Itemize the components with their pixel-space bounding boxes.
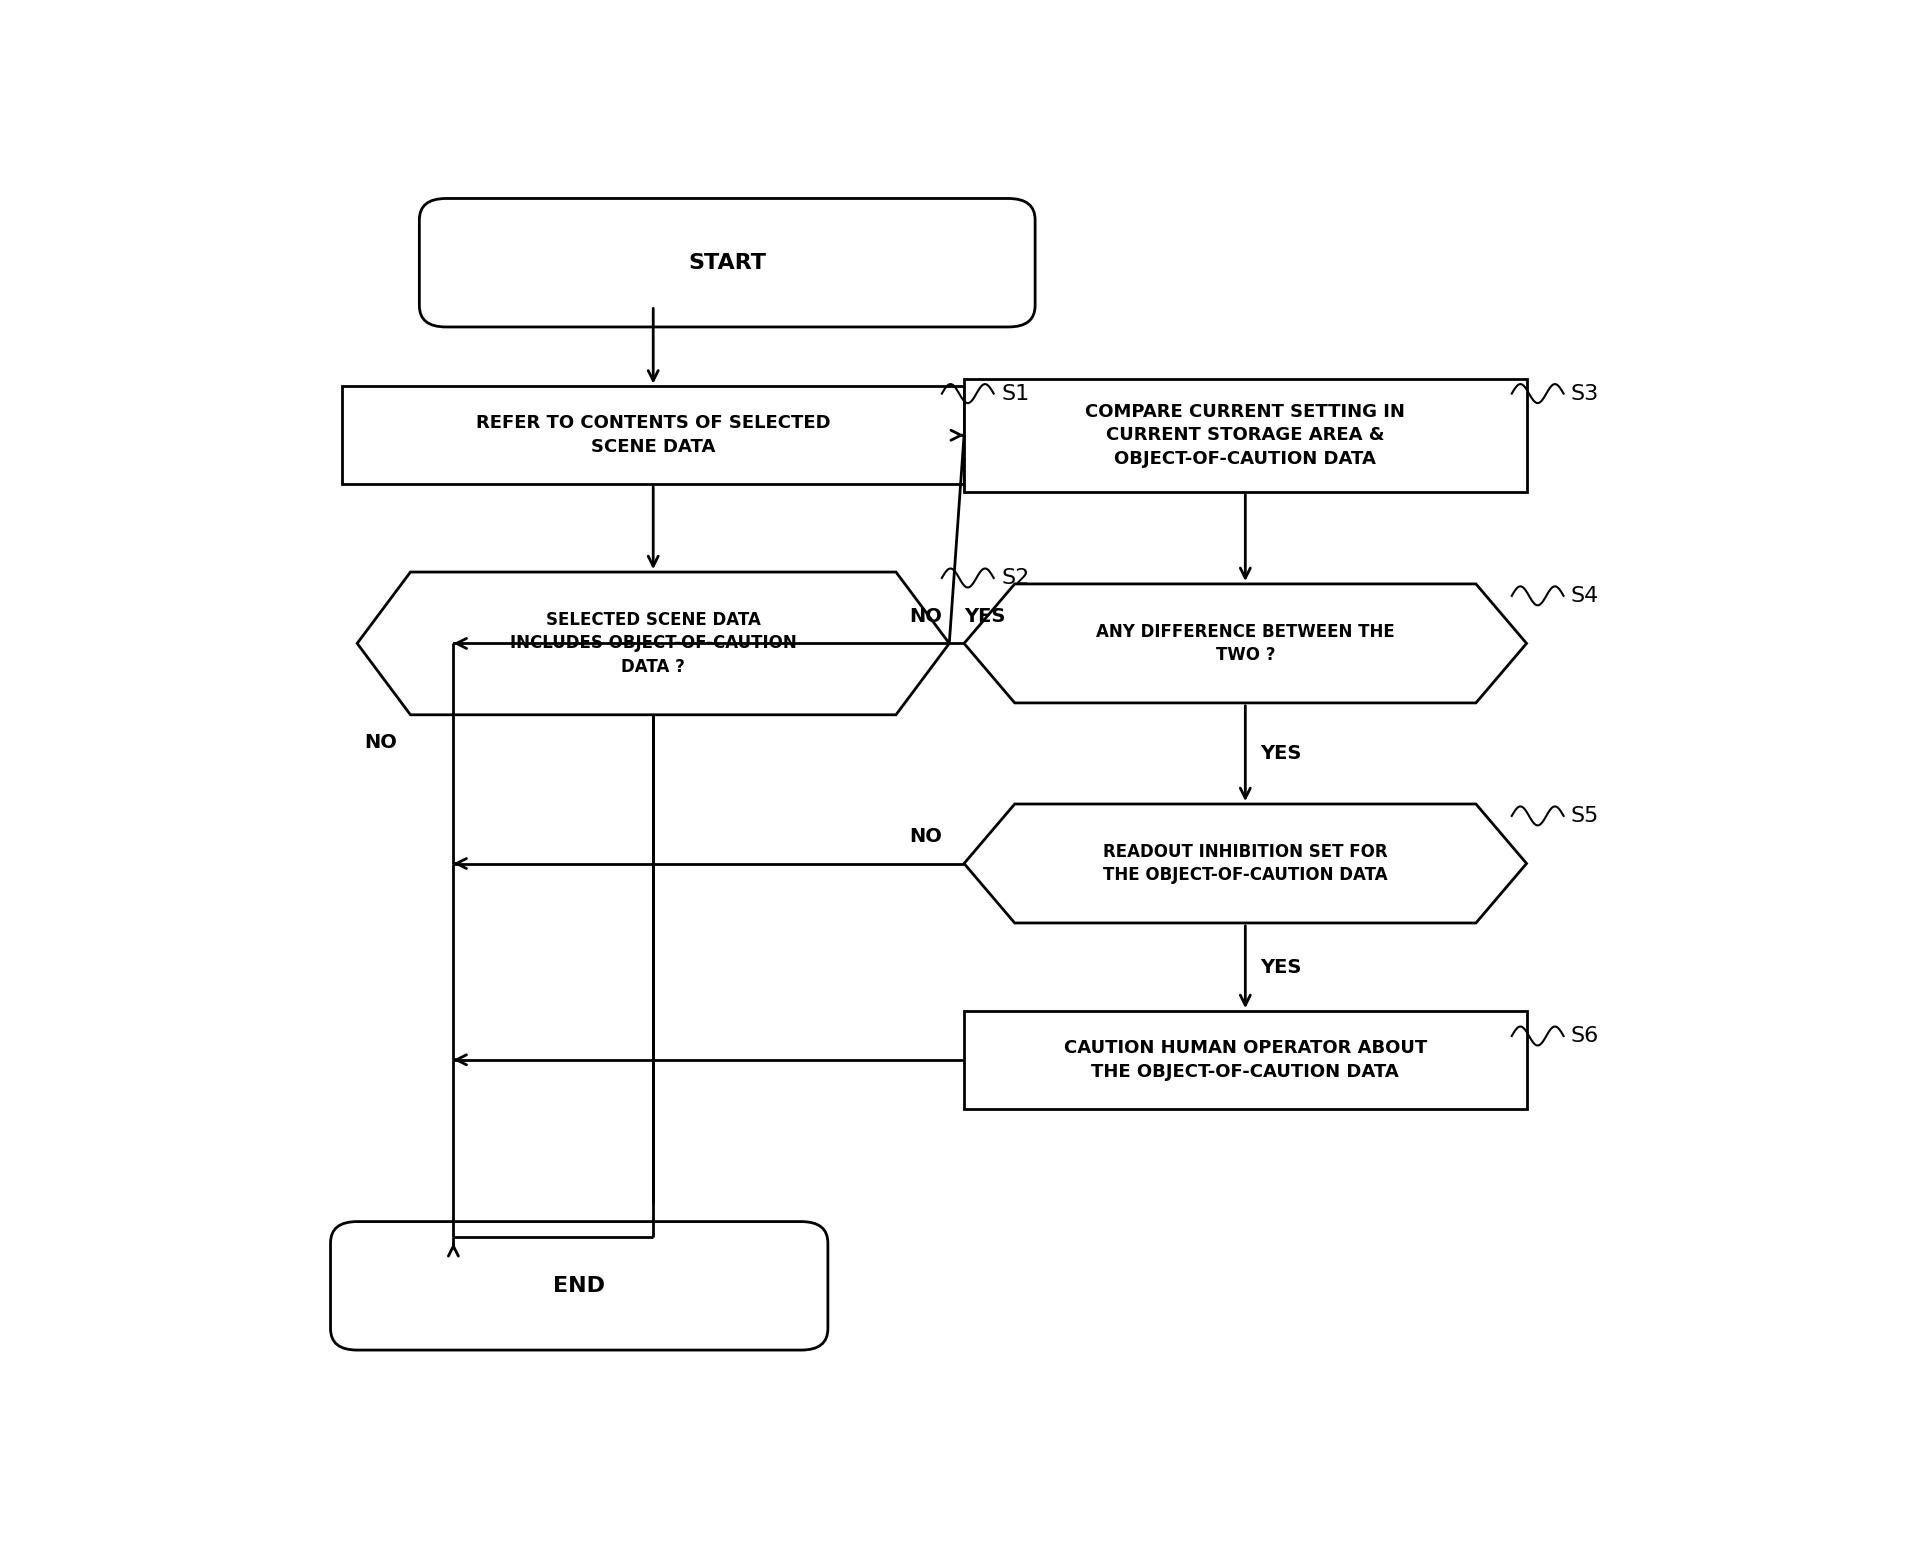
Text: YES: YES: [1261, 958, 1301, 976]
Polygon shape: [965, 584, 1526, 703]
Bar: [342, 386, 965, 484]
Bar: [965, 379, 1526, 491]
Text: S6: S6: [1570, 1026, 1599, 1046]
Text: ANY DIFFERENCE BETWEEN THE
TWO ?: ANY DIFFERENCE BETWEEN THE TWO ?: [1096, 623, 1394, 664]
Text: YES: YES: [965, 607, 1005, 626]
Text: NO: NO: [909, 607, 942, 626]
Bar: [965, 1010, 1526, 1109]
Text: SELECTED SCENE DATA
INCLUDES OBJECT-OF-CAUTION
DATA ?: SELECTED SCENE DATA INCLUDES OBJECT-OF-C…: [510, 610, 796, 677]
Text: NO: NO: [365, 732, 397, 751]
Text: S1: S1: [1001, 383, 1029, 403]
Text: S4: S4: [1570, 586, 1599, 606]
Text: S3: S3: [1570, 383, 1599, 403]
Text: END: END: [554, 1276, 605, 1296]
Text: START: START: [688, 253, 766, 273]
Text: REFER TO CONTENTS OF SELECTED
SCENE DATA: REFER TO CONTENTS OF SELECTED SCENE DATA: [476, 414, 831, 456]
FancyBboxPatch shape: [420, 198, 1035, 328]
Text: NO: NO: [909, 827, 942, 845]
Polygon shape: [965, 803, 1526, 922]
Text: COMPARE CURRENT SETTING IN
CURRENT STORAGE AREA &
OBJECT-OF-CAUTION DATA: COMPARE CURRENT SETTING IN CURRENT STORA…: [1085, 403, 1406, 468]
Text: READOUT INHIBITION SET FOR
THE OBJECT-OF-CAUTION DATA: READOUT INHIBITION SET FOR THE OBJECT-OF…: [1102, 842, 1389, 884]
Text: YES: YES: [1261, 745, 1301, 763]
Text: S2: S2: [1001, 569, 1029, 589]
Text: S5: S5: [1570, 806, 1599, 827]
Polygon shape: [357, 572, 949, 715]
FancyBboxPatch shape: [330, 1222, 827, 1350]
Text: CAUTION HUMAN OPERATOR ABOUT
THE OBJECT-OF-CAUTION DATA: CAUTION HUMAN OPERATOR ABOUT THE OBJECT-…: [1064, 1038, 1427, 1080]
